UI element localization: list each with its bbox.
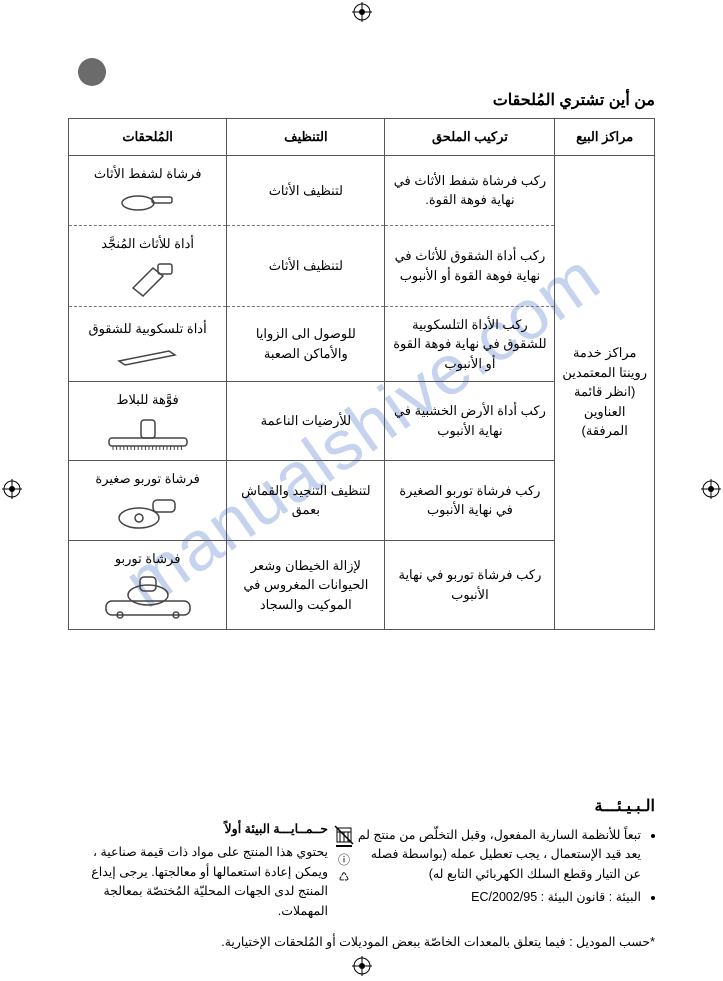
attachment-label: فوَّهة للبلاط [75,390,220,410]
attachment-cell: أداة للأثاث المُنجَّد [69,226,227,307]
protect-heading: حــمــايـــة البيئة أولاً [68,820,328,839]
attachment-label: فرشاة توربو صغيرة [75,469,220,489]
page-content: من أين تشتري المُلحقات مراكز البيع تركيب… [68,48,655,930]
recycle-icons: ⓘ ♺ [330,824,358,886]
environment-title: الـبـيـئـــة [594,796,655,816]
attachment-label: أداة تلسكوبية للشقوق [75,319,220,339]
attachment-cell: فرشاة توربو [69,541,227,630]
vendor-cell: مراكز خدمة روينتا المعتمدين (انظر قائمة … [555,155,655,629]
attachment-label: فرشاة توربو [75,549,220,569]
th-attachment: المُلحقات [69,119,227,156]
crop-mark-top [352,2,372,22]
th-vendor: مراكز البيع [555,119,655,156]
footnote: *حسب الموديل : فيما يتعلق بالمعدات الخاص… [68,934,655,949]
th-clean: التنظيف [227,119,385,156]
attachment-label: فرشاة لشفط الأثاث [75,164,220,184]
info-icon: ⓘ [338,853,350,867]
environment-list: تبعاً للأنظمة السارية المفعول، وقبل التخ… [355,826,655,912]
clean-cell: لتنظيف الأثاث [227,155,385,226]
fit-cell: ركب فرشاة شفط الأثاث في نهاية فوهة القوة… [385,155,555,226]
clean-cell: لإزالة الخيطان وشعر الحيوانات المغروس في… [227,541,385,630]
fit-cell: ركب أداة الشقوق للأثاث في نهاية فوهة الق… [385,226,555,307]
protect-text: يحتوي هذا المنتج على مواد ذات قيمة صناعي… [91,845,328,917]
table-header-row: مراكز البيع تركيب الملحق التنظيف المُلحق… [69,119,655,156]
env-bullet: تبعاً للأنظمة السارية المفعول، وقبل التخ… [355,826,641,884]
weee-bin-icon [333,824,355,848]
page-marker-dot [78,58,106,86]
crop-mark-right [701,479,721,499]
accessories-table: مراكز البيع تركيب الملحق التنظيف المُلحق… [68,118,655,630]
environment-protect-box: حــمــايـــة البيئة أولاً يحتوي هذا المن… [68,820,328,921]
crop-mark-bottom [352,956,372,976]
clean-cell: للأرضيات الناعمة [227,382,385,461]
th-fit: تركيب الملحق [385,119,555,156]
attachment-cell: فرشاة توربو صغيرة [69,460,227,541]
attachment-cell: فرشاة لشفط الأثاث [69,155,227,226]
attachment-cell: أداة تلسكوبية للشقوق [69,306,227,382]
table-row: مراكز خدمة روينتا المعتمدين (انظر قائمة … [69,155,655,226]
crop-mark-left [2,479,22,499]
env-bullet: البيئة : قانون البيئة : 2002/95/EC [355,888,641,907]
clean-cell: لتنظيف الأثاث [227,226,385,307]
attachment-label: أداة للأثاث المُنجَّد [75,234,220,254]
fit-cell: ركب فرشاة توربو في نهاية الأنبوب [385,541,555,630]
clean-cell: للوصول الى الزوايا والأماكن الصعبة [227,306,385,382]
recycle-icon: ♺ [339,870,350,884]
attachment-cell: فوَّهة للبلاط [69,382,227,461]
section-title: من أين تشتري المُلحقات [493,90,655,110]
fit-cell: ركب فرشاة توربو الصغيرة في نهاية الأنبوب [385,460,555,541]
clean-cell: لتنظيف التنجيد والقماش بعمق [227,460,385,541]
fit-cell: ركب الأداة التلسكوبية للشقوق في نهاية فو… [385,306,555,382]
fit-cell: ركب أداة الأرض الخشبية في نهاية الأنبوب [385,382,555,461]
